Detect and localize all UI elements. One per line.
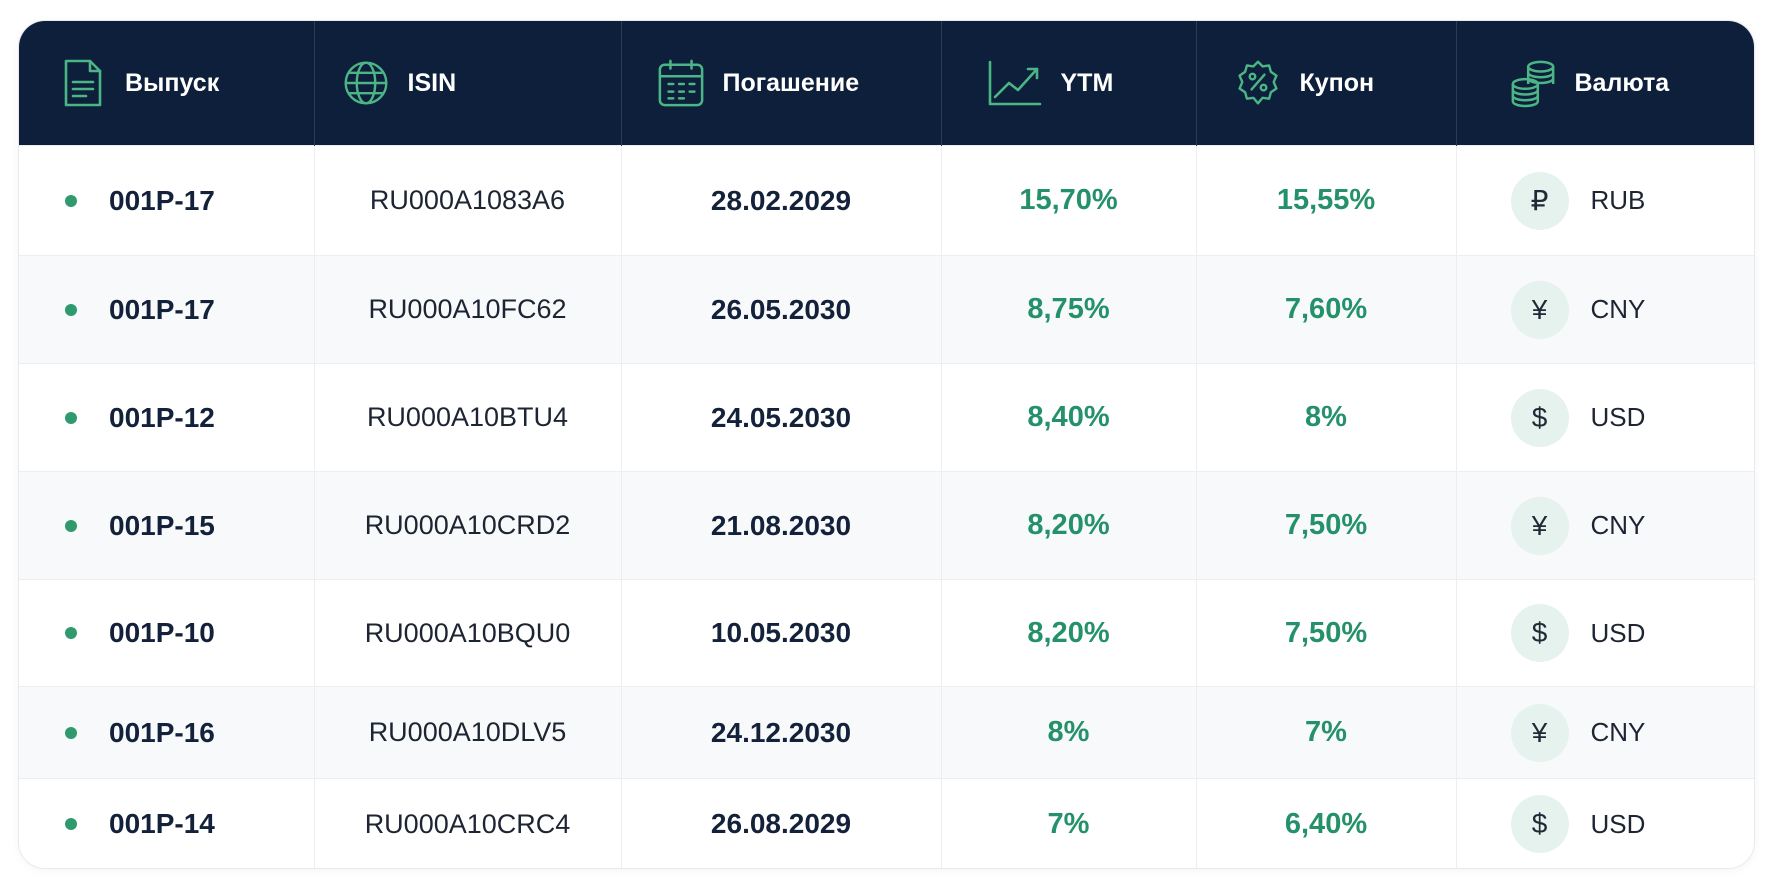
cell-coupon: 7,50% — [1195, 471, 1456, 580]
column-header-label: Купон — [1299, 68, 1375, 97]
status-dot — [65, 519, 77, 532]
cell-ytm: 8,20% — [940, 579, 1196, 687]
cell-isin: RU000A10BTU4 — [313, 363, 621, 472]
coins-icon — [1509, 57, 1557, 109]
status-dot — [65, 818, 77, 831]
status-dot — [65, 726, 77, 739]
cell-maturity: 24.05.2030 — [620, 363, 941, 472]
issue-label: 001P-17 — [109, 293, 215, 325]
column-header-maturity[interactable]: Погашение — [620, 21, 941, 146]
issue-label: 001P-16 — [109, 716, 215, 748]
column-header-label: ISIN — [407, 68, 457, 97]
table-row[interactable]: 001P-17 RU000A10FC62 26.05.2030 8,75% 7,60% ¥… — [19, 255, 1754, 364]
currency-icon: $ — [1510, 388, 1569, 447]
status-dot — [65, 194, 77, 207]
column-header-label: Погашение — [722, 68, 860, 97]
column-header-currency[interactable]: Валюта — [1455, 21, 1754, 146]
cell-ytm: 8,40% — [940, 363, 1196, 472]
cell-isin: RU000A10CRD2 — [313, 471, 621, 580]
cell-maturity: 26.05.2030 — [620, 255, 941, 364]
currency-code: CNY — [1590, 294, 1646, 324]
cell-ytm: 15,70% — [940, 145, 1196, 256]
issue-label: 001P-14 — [109, 808, 215, 840]
trend-up-icon — [987, 57, 1043, 109]
currency-icon: ₽ — [1510, 171, 1569, 230]
cell-maturity: 10.05.2030 — [620, 579, 941, 687]
cell-currency: $ USD — [1455, 778, 1754, 868]
table-row[interactable]: 001P-16 RU000A10DLV5 24.12.2030 8% 7% ¥ CNY — [19, 686, 1754, 779]
currency-icon: ¥ — [1510, 280, 1569, 339]
currency-icon: ¥ — [1510, 496, 1569, 555]
cell-issue: 001P-12 — [19, 363, 314, 472]
cell-coupon: 8% — [1195, 363, 1456, 472]
cell-isin: RU000A1083A6 — [313, 145, 621, 256]
status-dot — [65, 627, 77, 639]
currency-icon: ¥ — [1510, 703, 1569, 762]
column-header-label: Выпуск — [125, 68, 220, 97]
table-row[interactable]: 001P-10 RU000A10BQU0 10.05.2030 8,20% 7,50% $… — [19, 579, 1754, 687]
cell-maturity: 24.12.2030 — [620, 686, 941, 779]
cell-issue: 001P-10 — [19, 579, 314, 687]
currency-code: CNY — [1590, 717, 1646, 747]
issue-label: 001P-17 — [109, 184, 215, 216]
column-header-label: Валюта — [1574, 68, 1670, 97]
cell-issue: 001P-16 — [19, 686, 314, 779]
cell-maturity: 28.02.2029 — [620, 145, 941, 256]
cell-ytm: 8,20% — [940, 471, 1196, 580]
currency-code: CNY — [1590, 510, 1646, 540]
cell-currency: ¥ CNY — [1455, 471, 1754, 580]
table-row[interactable]: 001P-15 RU000A10CRD2 21.08.2030 8,20% 7,50% ¥… — [19, 471, 1754, 580]
column-header-issue[interactable]: Выпуск — [19, 21, 314, 146]
status-dot — [65, 411, 77, 424]
cell-coupon: 6,40% — [1195, 778, 1456, 868]
cell-currency: $ USD — [1455, 363, 1754, 472]
cell-coupon: 15,55% — [1195, 145, 1456, 256]
percent-badge-icon — [1234, 57, 1282, 109]
currency-code: USD — [1590, 402, 1646, 432]
cell-isin: RU000A10DLV5 — [313, 686, 621, 779]
currency-code: USD — [1590, 617, 1646, 648]
cell-ytm: 7% — [940, 778, 1196, 868]
currency-icon: $ — [1510, 795, 1569, 854]
cell-maturity: 26.08.2029 — [620, 778, 941, 868]
cell-currency: ₽ RUB — [1455, 145, 1754, 256]
cell-ytm: 8% — [940, 686, 1196, 779]
cell-currency: ¥ CNY — [1455, 686, 1754, 779]
status-dot — [65, 303, 77, 316]
globe-icon — [342, 57, 390, 109]
currency-icon: $ — [1510, 604, 1569, 662]
issue-label: 001P-15 — [109, 509, 215, 541]
cell-issue: 001P-17 — [19, 145, 314, 256]
cell-issue: 001P-17 — [19, 255, 314, 364]
column-header-ytm[interactable]: YTM — [940, 21, 1196, 146]
cell-coupon: 7,50% — [1195, 579, 1456, 687]
column-header-label: YTM — [1060, 68, 1114, 97]
cell-coupon: 7% — [1195, 686, 1456, 779]
cell-isin: RU000A10BQU0 — [313, 579, 621, 687]
currency-code: RUB — [1590, 185, 1646, 215]
cell-coupon: 7,60% — [1195, 255, 1456, 364]
bonds-table: Выпуск ISIN — [19, 21, 1754, 868]
cell-issue: 001P-14 — [19, 778, 314, 868]
cell-isin: RU000A10FC62 — [313, 255, 621, 364]
cell-issue: 001P-15 — [19, 471, 314, 580]
document-icon — [59, 57, 107, 109]
bonds-table-card: Выпуск ISIN — [19, 21, 1754, 868]
column-header-isin[interactable]: ISIN — [313, 21, 621, 146]
table-header-row: Выпуск ISIN — [19, 21, 1754, 146]
calendar-icon — [657, 57, 705, 109]
table-row[interactable]: 001P-12 RU000A10BTU4 24.05.2030 8,40% 8% $ USD — [19, 363, 1754, 472]
column-header-coupon[interactable]: Купон — [1195, 21, 1456, 146]
cell-currency: $ USD — [1455, 579, 1754, 687]
table-row[interactable]: 001P-17 RU000A1083A6 28.02.2029 15,70% 15,55… — [19, 145, 1754, 256]
table-row[interactable]: 001P-14 RU000A10CRC4 26.08.2029 7% 6,40% $ USD — [19, 778, 1754, 868]
issue-label: 001P-12 — [109, 401, 215, 433]
issue-label: 001P-10 — [109, 617, 215, 648]
currency-code: USD — [1590, 808, 1646, 839]
cell-isin: RU000A10CRC4 — [313, 778, 621, 868]
cell-currency: ¥ CNY — [1455, 255, 1754, 364]
cell-maturity: 21.08.2030 — [620, 471, 941, 580]
cell-ytm: 8,75% — [940, 255, 1196, 364]
